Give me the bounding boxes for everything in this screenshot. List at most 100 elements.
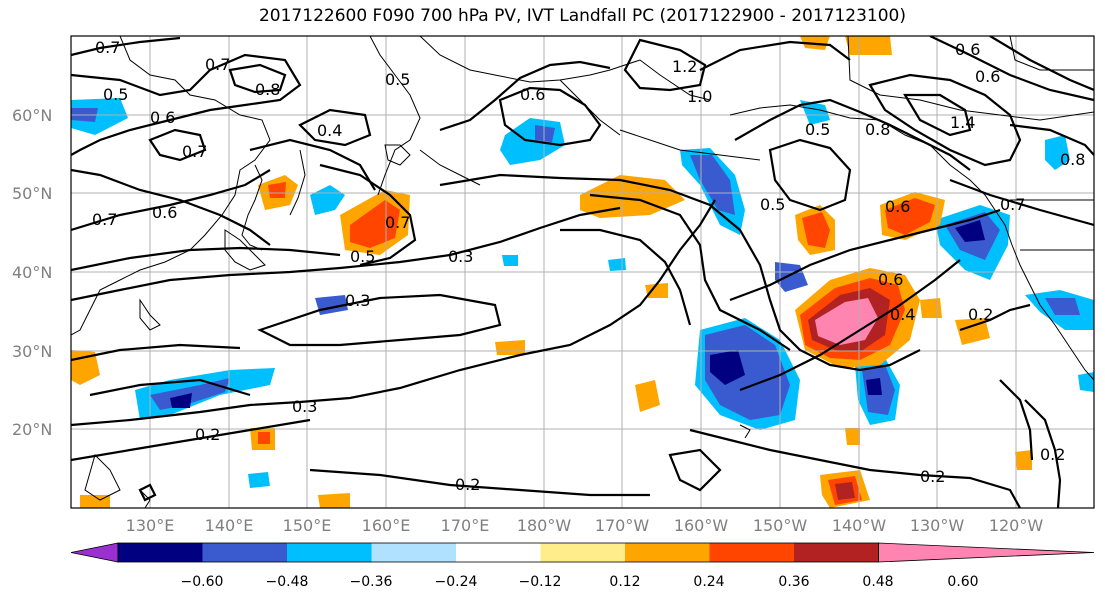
map-title: 2017122600 F090 700 hPa PV, IVT Landfall…	[258, 6, 906, 26]
lat-label: 40°N	[12, 263, 52, 282]
lat-label: 50°N	[12, 184, 52, 203]
contour-label: 0.7	[385, 213, 410, 232]
coastlines	[71, 36, 1094, 508]
anomaly-orange-small-5	[1015, 450, 1032, 470]
lon-label: 140°W	[832, 516, 887, 535]
colorbar-tick-label: −0.48	[266, 574, 309, 590]
colorbar-extend-high	[878, 542, 1095, 563]
contour-label: 0.5	[805, 120, 830, 139]
anomaly-blue-gulf	[800, 100, 830, 125]
contour-label: 0.6	[150, 108, 175, 127]
contour-label: 0.3	[345, 291, 370, 310]
colorbar	[70, 542, 1095, 563]
anomaly-blue-small-4	[1078, 372, 1094, 392]
colorbar-tick-label: 0.12	[609, 574, 640, 590]
contour-label: 0.6	[975, 67, 1000, 86]
lat-label: 30°N	[12, 342, 52, 361]
anomaly-orange-small-2	[645, 283, 668, 298]
contour-label: 1.4	[950, 113, 975, 132]
colorbar-segment	[456, 543, 541, 562]
anomaly-orange-east	[955, 318, 990, 345]
colorbar-outline	[117, 542, 879, 563]
lat-label: 60°N	[12, 106, 52, 125]
contour-label: 0.2	[920, 467, 945, 486]
anomaly-red-ne	[885, 198, 935, 235]
lon-label: 140°E	[205, 516, 254, 535]
anomaly-red-japan	[268, 182, 286, 198]
anomaly-orange-top	[845, 36, 892, 55]
contour-label: 0.5	[760, 195, 785, 214]
anomaly-orange-bottom	[318, 493, 350, 508]
colorbar-tick-label: 0.36	[778, 574, 809, 590]
map-frame	[70, 35, 1095, 509]
colorbar-segment	[287, 543, 372, 562]
lat-label: 20°N	[12, 420, 52, 439]
colorbar-segment	[118, 543, 203, 562]
pv-contours	[71, 36, 1094, 508]
lon-label: 130°E	[126, 516, 175, 535]
contour-label: 0.7	[182, 142, 207, 161]
colorbar-segment	[709, 543, 795, 562]
contour-label: 0.2	[195, 425, 220, 444]
colorbar-extend-low	[70, 542, 119, 563]
lon-label: 160°E	[362, 516, 411, 535]
anomaly-blue-small-3	[248, 472, 270, 488]
colorbar-tick-label: −0.24	[435, 574, 478, 590]
contour-label: 0.6	[520, 85, 545, 104]
contour-label: 0.5	[385, 70, 410, 89]
colorbar-tick-label: −0.12	[519, 574, 562, 590]
contour-labels: 0.7 0.5 0.6 0.7 0.8 0.4 0.7 0.5 0.6 1.2 …	[92, 38, 1085, 494]
contour-label: 0.6	[152, 203, 177, 222]
anomaly-red-small-6	[258, 432, 270, 444]
anomaly-blue-small-2	[608, 258, 626, 271]
contour-label: 0.7	[95, 38, 120, 57]
anomaly-navy-ne	[955, 220, 985, 242]
contour-label: 1.0	[687, 87, 712, 106]
lon-label: 150°W	[753, 516, 808, 535]
anomaly-darkblue-south-1	[705, 325, 790, 420]
contour-label: 0.8	[1060, 150, 1085, 169]
contour-label: 0.6	[955, 40, 980, 59]
colorbar-tick-labels: −0.60 −0.48 −0.36 −0.24 −0.12 0.12 0.24 …	[181, 574, 979, 590]
longitude-labels: 130°E 140°E 150°E 160°E 170°E 180°W 170°…	[126, 516, 1044, 535]
anomaly-navy-south-2	[866, 378, 882, 395]
contour-label: 1.2	[672, 57, 697, 76]
anomaly-orange-small-4	[845, 428, 860, 445]
contour-label: 0.6	[885, 197, 910, 216]
colorbar-segment	[202, 543, 288, 562]
contour-label: 0.2	[455, 475, 480, 494]
contour-label: 0.4	[317, 121, 342, 140]
anomaly-navy-sw	[170, 393, 192, 408]
colorbar-segment	[371, 543, 457, 562]
anomaly-darkblue-coast	[1045, 298, 1080, 315]
contour-label: 0.7	[92, 210, 117, 229]
contour-label: 0.8	[255, 80, 280, 99]
colorbar-tick-label: −0.60	[181, 574, 224, 590]
anomaly-orange-small-3	[635, 380, 660, 412]
anomaly-orange-small-1	[495, 340, 525, 355]
lon-label: 150°E	[283, 516, 332, 535]
lon-label: 120°W	[989, 516, 1044, 535]
contour-label: 0.8	[865, 120, 890, 139]
anomaly-orange-east-2	[920, 298, 942, 318]
anomaly-blue-small-1	[502, 255, 518, 266]
map-content: 0.7 0.5 0.6 0.7 0.8 0.4 0.7 0.5 0.6 1.2 …	[71, 36, 1094, 508]
colorbar-segment	[625, 543, 710, 562]
contour-label: 0.5	[350, 247, 375, 266]
contour-label: 0.3	[448, 247, 473, 266]
contour-label: 0.5	[103, 85, 128, 104]
lon-label: 170°W	[595, 516, 650, 535]
contour-label: 0.4	[890, 305, 915, 324]
contour-label: 0.2	[968, 305, 993, 324]
anomaly-blue-nw-coast	[1045, 135, 1070, 170]
colorbar-tick-label: 0.24	[693, 574, 724, 590]
contour-label: 0.7	[1000, 195, 1025, 214]
contour-label: 0.3	[292, 397, 317, 416]
anomaly-darkblue-japan	[535, 125, 555, 142]
colorbar-segment	[540, 543, 626, 562]
contour-label: 0.7	[205, 55, 230, 74]
colorbar-tick-label: −0.36	[350, 574, 393, 590]
anomaly-darkred-south	[835, 482, 855, 500]
latitude-labels: 60°N 50°N 40°N 30°N 20°N	[12, 106, 52, 439]
